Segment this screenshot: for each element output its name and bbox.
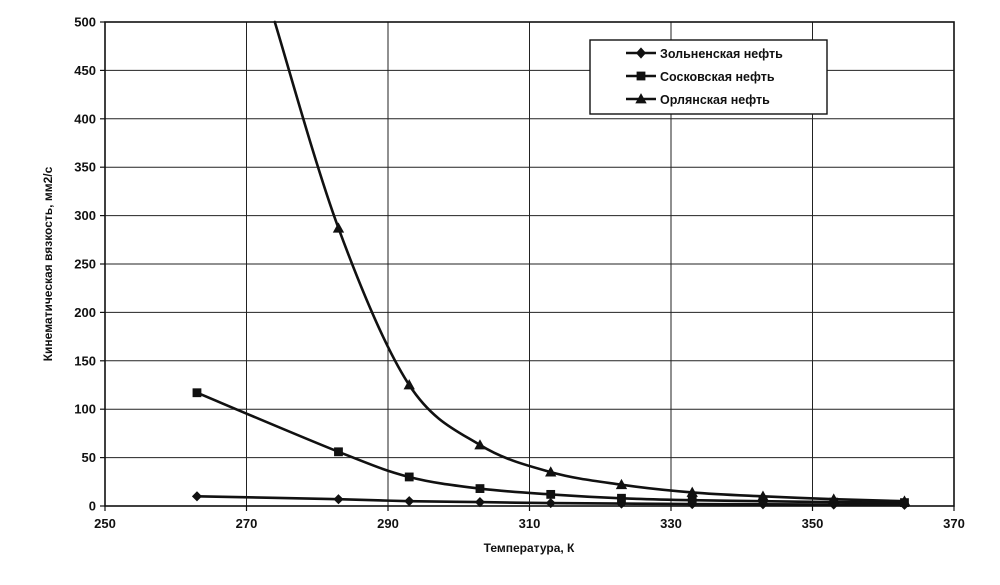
y-tick-label: 400	[74, 111, 96, 126]
data-point-square	[687, 495, 697, 505]
series-1	[191, 491, 910, 510]
data-point-diamond	[191, 491, 203, 502]
y-tick-label: 350	[74, 160, 96, 175]
legend-square-marker-icon	[636, 71, 646, 81]
series-2	[192, 388, 909, 508]
legend-diamond-marker-icon	[635, 47, 647, 59]
data-point-triangle	[615, 478, 628, 490]
x-tick-label: 290	[377, 516, 399, 531]
data-point-square	[617, 493, 626, 503]
series-group	[191, 20, 911, 510]
x-tick-label: 350	[802, 516, 824, 531]
series-3	[273, 20, 911, 506]
y-tick-label: 150	[74, 353, 96, 368]
x-axis-title: Температура, К	[484, 541, 575, 555]
data-point-triangle	[828, 493, 840, 504]
y-tick-label: 300	[74, 208, 96, 223]
data-point-square	[475, 484, 485, 493]
y-tick-label: 450	[74, 63, 96, 78]
y-tick-label: 50	[82, 450, 96, 465]
x-tick-label: 270	[236, 516, 258, 531]
data-point-triangle	[474, 439, 486, 450]
series-line	[195, 495, 906, 507]
legend-item-zolnenskaya: Зольненская нефть	[626, 47, 783, 61]
data-point-diamond	[404, 496, 415, 507]
data-point-triangle	[757, 490, 769, 501]
data-point-square	[334, 447, 343, 457]
y-axis-ticks: 0 50 100 150 200 250 300 350 400 450 500	[74, 15, 105, 514]
data-point-square	[192, 388, 202, 398]
data-point-triangle	[545, 466, 557, 477]
x-tick-label: 330	[660, 516, 682, 531]
data-point-square	[546, 489, 556, 499]
data-point-diamond	[333, 494, 344, 505]
data-point-diamond	[545, 498, 556, 509]
x-tick-label: 310	[519, 516, 541, 531]
legend-label-soskovskaya: Сосковская нефть	[660, 70, 775, 84]
data-point-triangle	[332, 222, 345, 233]
data-point-diamond	[474, 497, 486, 508]
legend-triangle-marker-icon	[635, 93, 647, 104]
legend-item-soskovskaya: Сосковская нефть	[626, 70, 775, 84]
data-point-square	[404, 472, 414, 482]
series-line	[195, 391, 906, 504]
legend-label-orlyanskaya: Орлянская нефть	[660, 93, 770, 107]
y-tick-label: 100	[74, 402, 96, 417]
data-point-triangle	[403, 379, 415, 390]
legend-item-orlyanskaya: Орлянская нефть	[626, 93, 770, 107]
legend: Зольненская нефть Сосковская нефть Орлян…	[589, 39, 828, 115]
y-tick-label: 500	[74, 15, 96, 30]
x-axis-ticks: 250 270 290 310 330 350 370	[94, 506, 965, 531]
x-tick-label: 250	[94, 516, 116, 531]
data-point-triangle	[686, 486, 698, 497]
data-point-triangle	[898, 495, 911, 506]
y-axis-title: Кинематическая вязкость, мм2/с	[41, 166, 55, 361]
legend-label-zolnenskaya: Зольненская нефть	[660, 47, 783, 61]
y-tick-label: 200	[74, 305, 96, 320]
y-tick-label: 0	[89, 499, 96, 514]
x-tick-label: 370	[943, 516, 965, 531]
y-tick-label: 250	[74, 257, 96, 272]
